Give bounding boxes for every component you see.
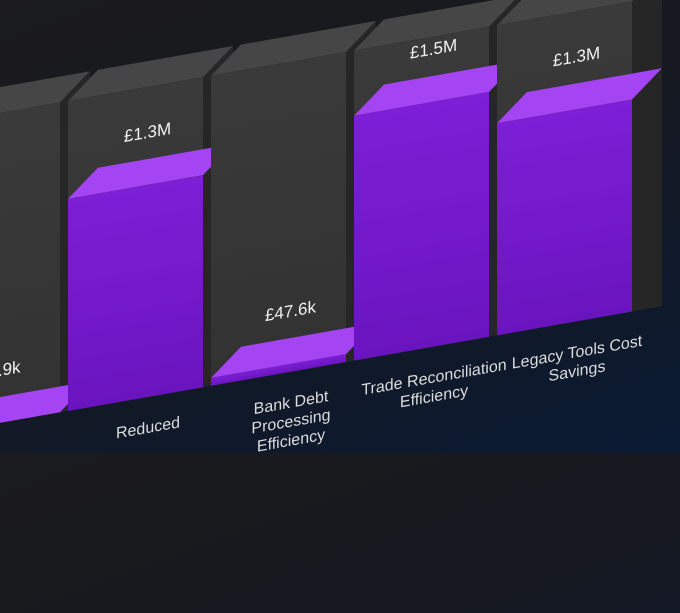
bar-track: [0, 102, 60, 437]
bar: [68, 175, 203, 411]
category-label: Reduced: [115, 414, 181, 443]
page: 0.9k £1.3M Reduced £47.6k Bank Debt Processi…: [0, 0, 680, 456]
category-label: Legacy Tools Cost Savings: [511, 332, 643, 386]
chart: 0.9k £1.3M Reduced £47.6k Bank Debt Processi…: [0, 0, 680, 456]
bar: [497, 99, 632, 336]
category-label: Trade Reconciliation Efficiency: [361, 356, 507, 412]
category-label: Bank Debt Processing Efficiency: [251, 388, 331, 456]
bar: [354, 92, 489, 361]
